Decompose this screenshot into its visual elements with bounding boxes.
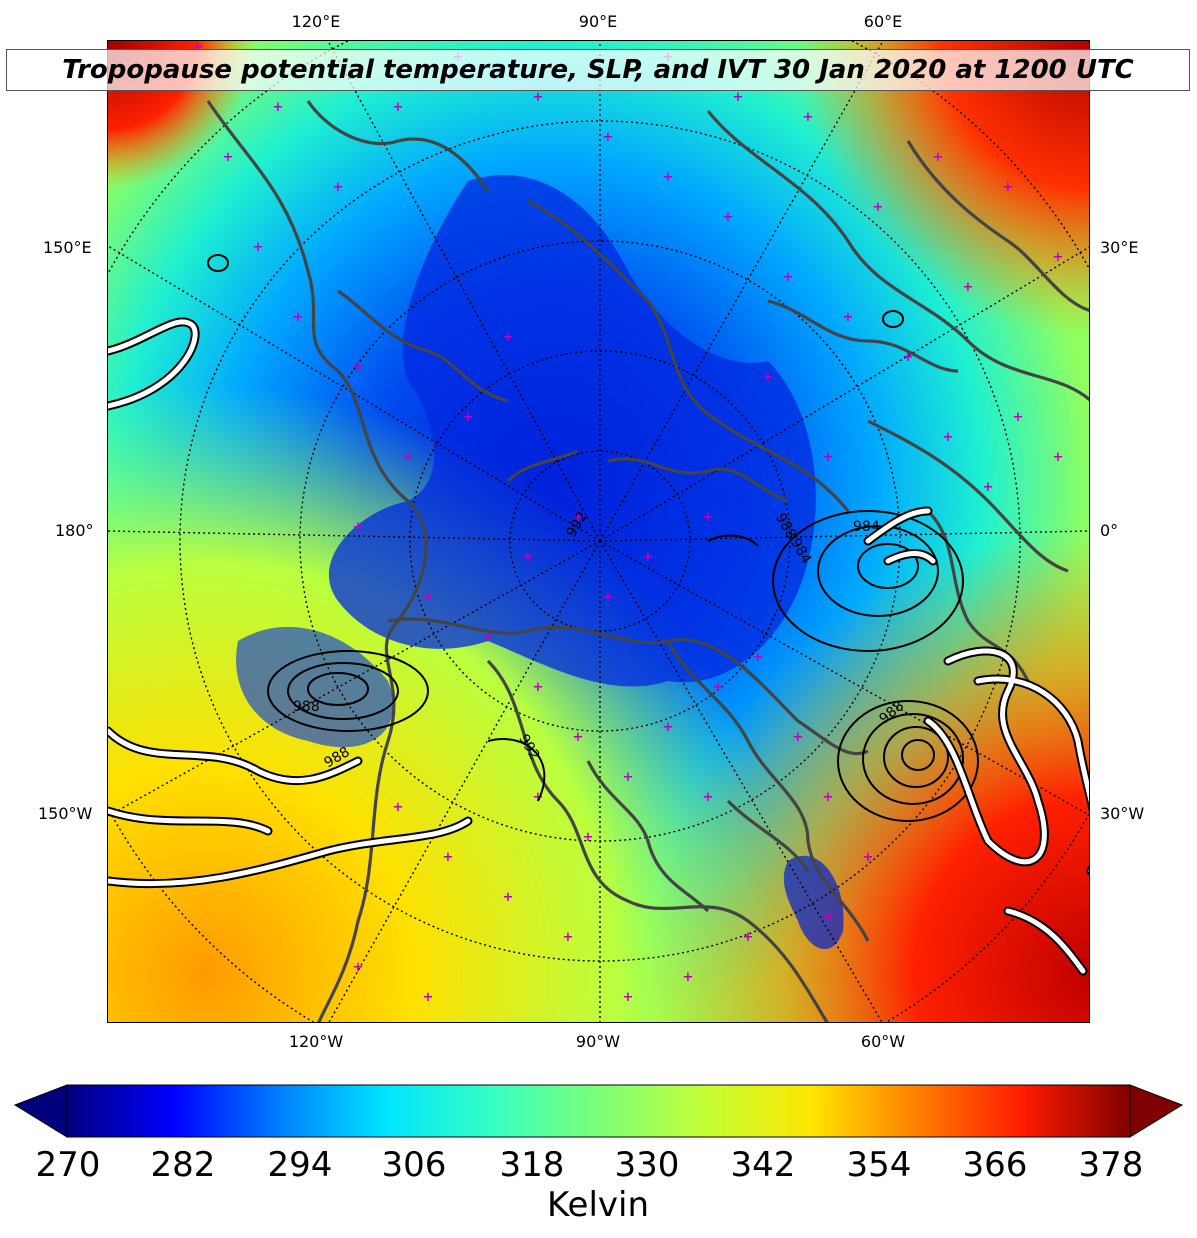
colorbar-tick-label: 294 <box>267 1145 333 1185</box>
slp-label: 988 <box>293 699 320 715</box>
svg-text:+: + <box>533 790 544 805</box>
svg-text:+: + <box>783 270 794 285</box>
svg-text:+: + <box>863 850 874 865</box>
svg-text:+: + <box>563 930 574 945</box>
colorbar-tick-label: 270 <box>35 1145 101 1185</box>
colorbar-tick-label: 318 <box>499 1145 565 1185</box>
lon-label-bottom-90w: 90°W <box>575 1032 621 1051</box>
svg-text:+: + <box>353 360 364 375</box>
svg-text:+: + <box>713 680 724 695</box>
svg-text:+: + <box>983 480 994 495</box>
svg-text:+: + <box>943 430 954 445</box>
colorbar-tick-label: 354 <box>846 1145 912 1185</box>
svg-text:+: + <box>443 850 454 865</box>
svg-text:+: + <box>1003 180 1014 195</box>
svg-text:+: + <box>733 90 744 105</box>
lon-label-left-150w: 150°W <box>38 804 93 823</box>
svg-text:+: + <box>503 330 514 345</box>
colorbar-tick-label: 330 <box>614 1145 680 1185</box>
svg-text:+: + <box>533 90 544 105</box>
colorbar-extend-high <box>1129 1084 1184 1138</box>
colorbar <box>13 1084 1184 1138</box>
svg-text:+: + <box>603 130 614 145</box>
svg-text:+: + <box>623 770 634 785</box>
lon-label-top-120e: 120°E <box>291 12 341 31</box>
lon-label-right-0: 0° <box>1100 521 1119 540</box>
colorbar-bar <box>66 1084 1131 1138</box>
svg-text:+: + <box>353 520 364 535</box>
svg-text:+: + <box>253 240 264 255</box>
svg-text:+: + <box>723 210 734 225</box>
lon-label-left-150e: 150°E <box>43 238 92 257</box>
svg-text:+: + <box>763 370 774 385</box>
svg-text:+: + <box>843 310 854 325</box>
svg-text:+: + <box>663 720 674 735</box>
colorbar-tick-label: 306 <box>381 1145 447 1185</box>
colorbar-tick-label: 282 <box>150 1145 216 1185</box>
svg-text:+: + <box>1053 250 1064 265</box>
svg-text:+: + <box>273 100 284 115</box>
title-box: Tropopause potential temperature, SLP, a… <box>6 49 1190 91</box>
svg-text:+: + <box>803 110 814 125</box>
svg-text:+: + <box>703 790 714 805</box>
svg-text:+: + <box>743 930 754 945</box>
svg-text:+: + <box>1013 410 1024 425</box>
lon-label-right-30w: 30°W <box>1100 804 1145 823</box>
svg-text:+: + <box>333 180 344 195</box>
svg-text:+: + <box>523 550 534 565</box>
map-panel: + + + + + + + + + + + + + + + + + + + + + + + + + + + + + + … <box>107 40 1090 1023</box>
slp-contours <box>207 254 979 822</box>
slp-label: 984 <box>853 519 880 535</box>
svg-text:+: + <box>623 990 634 1005</box>
svg-text:+: + <box>463 410 474 425</box>
svg-text:+: + <box>573 730 584 745</box>
svg-text:+: + <box>753 650 764 665</box>
svg-text:+: + <box>603 590 614 605</box>
plot-title: Tropopause potential temperature, SLP, a… <box>62 55 1134 85</box>
cold-lobe-central <box>328 175 816 687</box>
svg-text:+: + <box>643 550 654 565</box>
svg-text:+: + <box>1053 450 1064 465</box>
svg-text:+: + <box>503 890 514 905</box>
svg-text:+: + <box>393 800 404 815</box>
svg-text:+: + <box>823 450 834 465</box>
svg-text:+: + <box>293 310 304 325</box>
svg-text:+: + <box>703 510 714 525</box>
cold-lobe-west <box>236 626 394 748</box>
svg-text:+: + <box>403 450 414 465</box>
ivt-contours-fill <box>108 319 1089 974</box>
lon-label-top-90e: 90°E <box>578 12 618 31</box>
svg-text:+: + <box>793 730 804 745</box>
colorbar-label: Kelvin <box>546 1185 650 1225</box>
svg-text:+: + <box>423 990 434 1005</box>
lon-label-right-30e: 30°E <box>1100 238 1139 257</box>
colorbar-extend-low <box>13 1084 68 1138</box>
svg-text:+: + <box>393 100 404 115</box>
svg-text:+: + <box>223 150 234 165</box>
svg-text:+: + <box>573 510 584 525</box>
colorbar-tick-label: 342 <box>730 1145 796 1185</box>
lon-label-left-180: 180° <box>55 521 94 540</box>
svg-text:+: + <box>683 970 694 985</box>
svg-text:+: + <box>903 350 914 365</box>
svg-text:+: + <box>423 590 434 605</box>
lon-label-bottom-60w: 60°W <box>860 1032 906 1051</box>
svg-text:+: + <box>873 200 884 215</box>
svg-text:+: + <box>193 41 204 55</box>
svg-text:+: + <box>483 630 494 645</box>
svg-text:+: + <box>963 280 974 295</box>
svg-text:+: + <box>583 830 594 845</box>
svg-text:+: + <box>823 790 834 805</box>
svg-text:+: + <box>823 910 834 925</box>
coastlines <box>206 100 1089 1022</box>
svg-text:+: + <box>353 960 364 975</box>
lon-label-top-60e: 60°E <box>863 12 903 31</box>
colorbar-tick-label: 366 <box>962 1145 1028 1185</box>
colorbar-tick-label: 378 <box>1078 1145 1144 1185</box>
svg-text:+: + <box>933 150 944 165</box>
lon-label-bottom-120w: 120°W <box>288 1032 344 1051</box>
svg-text:+: + <box>533 680 544 695</box>
svg-text:+: + <box>663 170 674 185</box>
polar-stereographic-map: +++ ++ + ++ + ++ + ++ + ++ + ++ + + ++ + ++ + ++ … <box>108 41 1089 1022</box>
